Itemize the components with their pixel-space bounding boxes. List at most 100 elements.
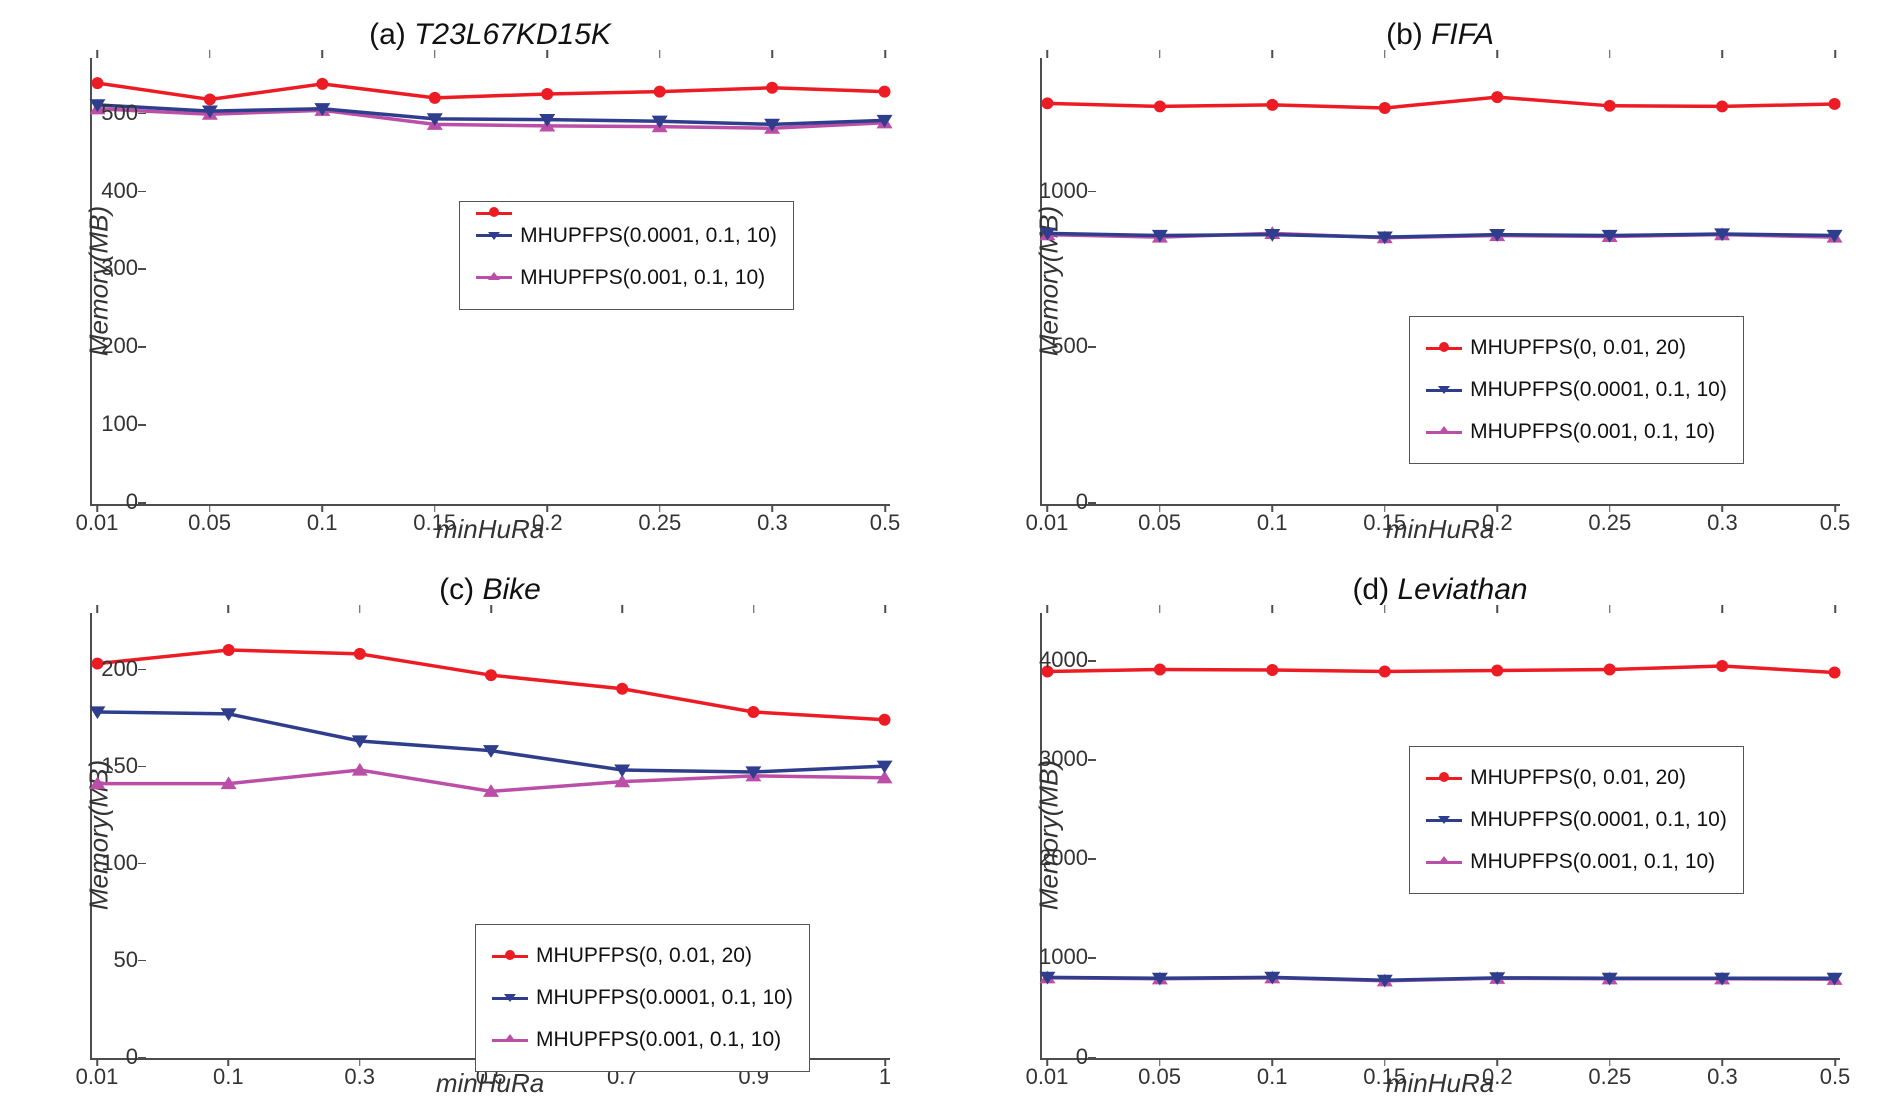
- panel-a-ytick-500: 500: [78, 100, 138, 126]
- panel-b-xtick-0.15: 0.15: [1363, 510, 1406, 536]
- panel-b-ytick-1000: 1000: [1028, 178, 1088, 204]
- panel-a-xtick-0.25: 0.25: [638, 510, 681, 536]
- panel-b-legend-row-1: MHUPFPS(0.0001, 0.1, 10): [1426, 369, 1727, 411]
- panel-d-series-0-point: [1266, 663, 1278, 675]
- panel-c-xtick-0.1: 0.1: [213, 1064, 244, 1090]
- panel-a-series-0-line: [97, 83, 884, 99]
- panel-d-series-0-point: [1604, 663, 1616, 675]
- panel-a: (a) T23L67KD15K Memory(MB) 0 100 200 300 400…: [0, 0, 950, 555]
- panel-a-chart-area: Memory(MB) 0 100 200 300 400 500 0.01 0.05 0.1 0.…: [90, 58, 890, 506]
- panel-c-series-0-point: [747, 705, 759, 717]
- panel-d-xtick-0.15: 0.15: [1363, 1064, 1406, 1090]
- panel-c-legend-label-0: MHUPFPS(0, 0.01, 20): [536, 935, 752, 977]
- panel-b-chart-area: Memory(MB) 0 500 1000 0.01 0.05 0.1 0.15 0.2 0.2…: [1040, 58, 1840, 506]
- panel-c-series-1-line: [97, 711, 884, 771]
- panel-a-ytick-300: 300: [78, 255, 138, 281]
- panel-a-legend-label-1: MHUPFPS(0.0001, 0.1, 10): [520, 215, 777, 257]
- panel-c-ytick-50: 50: [78, 947, 138, 973]
- panel-c-series-0-point: [354, 647, 366, 659]
- panel-a-xtick-0.5: 0.5: [870, 510, 901, 536]
- panel-a-xtick-0.15: 0.15: [413, 510, 456, 536]
- panel-b-legend-label-2: MHUPFPS(0.001, 0.1, 10): [1470, 411, 1715, 453]
- panel-c-series-0-point: [616, 682, 628, 694]
- panel-a-series-0-point: [541, 88, 553, 100]
- panel-a-series-0-point: [654, 86, 666, 98]
- panel-c-legend-row-1: MHUPFPS(0.0001, 0.1, 10): [492, 977, 793, 1019]
- panel-b-series-0-point: [1716, 100, 1728, 112]
- panel-b-legend-row-2: MHUPFPS(0.001, 0.1, 10): [1426, 411, 1727, 453]
- panel-d-xtick-0.1: 0.1: [1257, 1064, 1288, 1090]
- panel-a-legend-label-2: MHUPFPS(0.001, 0.1, 10): [520, 257, 765, 299]
- panel-a-xtick-0.3: 0.3: [757, 510, 788, 536]
- panel-a-series-0-point: [316, 78, 328, 90]
- panel-d-chart-area: Memory(MB) 0 1000 2000 3000 4000 0.01 0.05 0.1 0…: [1040, 613, 1840, 1061]
- panel-c-legend: MHUPFPS(0, 0.01, 20) MHUPFPS(0.0001, 0.1,…: [475, 924, 810, 1072]
- panel-c-ytick-100: 100: [78, 850, 138, 876]
- panel-d-xtick-0.01: 0.01: [1026, 1064, 1069, 1090]
- panel-a-ytick-200: 200: [78, 333, 138, 359]
- panel-d-title: (d) Leviathan: [1352, 573, 1527, 607]
- panel-d-series-0-point: [1716, 660, 1728, 672]
- panel-c-xtick-0.01: 0.01: [76, 1064, 119, 1090]
- panel-d-ytick-1000: 1000: [1028, 944, 1088, 970]
- panel-b-legend: MHUPFPS(0, 0.01, 20) MHUPFPS(0.0001, 0.1,…: [1409, 316, 1744, 464]
- panel-b-xtick-0.05: 0.05: [1138, 510, 1181, 536]
- panel-d-series-0-point: [1491, 664, 1503, 676]
- panel-d-legend-label-1: MHUPFPS(0.0001, 0.1, 10): [1470, 799, 1727, 841]
- panel-b-series-0-point: [1041, 97, 1053, 109]
- panel-b-xtick-0.5: 0.5: [1820, 510, 1851, 536]
- panel-d-xtick-0.3: 0.3: [1707, 1064, 1738, 1090]
- panel-a-ytick-400: 400: [78, 178, 138, 204]
- panel-d-legend-label-2: MHUPFPS(0.001, 0.1, 10): [1470, 841, 1715, 883]
- panel-c-series-0-line: [97, 650, 884, 720]
- panel-d-series-0-point: [1379, 665, 1391, 677]
- panel-a-series-0-point: [879, 86, 891, 98]
- panel-a-series-0-point: [429, 92, 441, 104]
- panel-d-ytick-4000: 4000: [1028, 647, 1088, 673]
- panel-b-series-0-point: [1154, 100, 1166, 112]
- panel-a-xtick-0.2: 0.2: [532, 510, 563, 536]
- panel-b-xtick-0.01: 0.01: [1026, 510, 1069, 536]
- panel-d-xtick-0.2: 0.2: [1482, 1064, 1513, 1090]
- panel-b-series-0-point: [1491, 91, 1503, 103]
- panel-c-series-0-point: [223, 644, 235, 656]
- panel-c-legend-row-0: MHUPFPS(0, 0.01, 20): [492, 935, 793, 977]
- panel-a-xtick-0.05: 0.05: [188, 510, 231, 536]
- panel-c-series-0-point: [879, 713, 891, 725]
- panel-a-xtick-0.1: 0.1: [307, 510, 338, 536]
- panel-a-series-0-point: [766, 82, 778, 94]
- panel-d-series-1-line: [1047, 977, 1834, 980]
- panel-c: (c) Bike Memory(MB) 0 50 100 150 200 0.01 0.1 0…: [0, 555, 950, 1109]
- panel-b-xtick-0.2: 0.2: [1482, 510, 1513, 536]
- panel-a-series-0-point: [91, 77, 103, 89]
- panel-b-title: (b) FIFA: [1386, 18, 1494, 52]
- panel-c-xtick-1: 1: [879, 1064, 891, 1090]
- panel-b-xtick-0.25: 0.25: [1588, 510, 1631, 536]
- panel-c-title: (c) Bike: [439, 573, 541, 607]
- panel-a-legend-row-1: MHUPFPS(0.0001, 0.1, 10): [476, 215, 777, 257]
- panel-d-legend-row-2: MHUPFPS(0.001, 0.1, 10): [1426, 841, 1727, 883]
- panel-c-legend-row-2: MHUPFPS(0.001, 0.1, 10): [492, 1019, 793, 1061]
- panel-d-xtick-0.05: 0.05: [1138, 1064, 1181, 1090]
- panel-a-ytick-100: 100: [78, 411, 138, 437]
- panel-b-xtick-0.3: 0.3: [1707, 510, 1738, 536]
- panel-b: (b) FIFA Memory(MB) 0 500 1000 0.01 0.05 0.1 0…: [950, 0, 1900, 555]
- chart-grid: (a) T23L67KD15K Memory(MB) 0 100 200 300 400…: [0, 0, 1900, 1109]
- panel-c-xtick-0.3: 0.3: [344, 1064, 375, 1090]
- panel-b-xtick-0.1: 0.1: [1257, 510, 1288, 536]
- panel-b-legend-label-0: MHUPFPS(0, 0.01, 20): [1470, 327, 1686, 369]
- panel-d-legend: MHUPFPS(0, 0.01, 20) MHUPFPS(0.0001, 0.1,…: [1409, 746, 1744, 894]
- panel-c-legend-label-2: MHUPFPS(0.001, 0.1, 10): [536, 1019, 781, 1061]
- panel-d-legend-row-0: MHUPFPS(0, 0.01, 20): [1426, 757, 1727, 799]
- panel-c-chart-area: Memory(MB) 0 50 100 150 200 0.01 0.1 0.3 0.5 0.7 0…: [90, 613, 890, 1061]
- panel-d-ytick-3000: 3000: [1028, 746, 1088, 772]
- panel-c-ytick-150: 150: [78, 753, 138, 779]
- panel-b-legend-row-0: MHUPFPS(0, 0.01, 20): [1426, 327, 1727, 369]
- panel-d-xtick-0.25: 0.25: [1588, 1064, 1631, 1090]
- panel-a-title: (a) T23L67KD15K: [369, 18, 611, 52]
- panel-c-ytick-200: 200: [78, 656, 138, 682]
- panel-c-series-0-point: [485, 669, 497, 681]
- panel-d-xtick-0.5: 0.5: [1820, 1064, 1851, 1090]
- panel-d-legend-row-1: MHUPFPS(0.0001, 0.1, 10): [1426, 799, 1727, 841]
- panel-b-series-0-point: [1829, 98, 1841, 110]
